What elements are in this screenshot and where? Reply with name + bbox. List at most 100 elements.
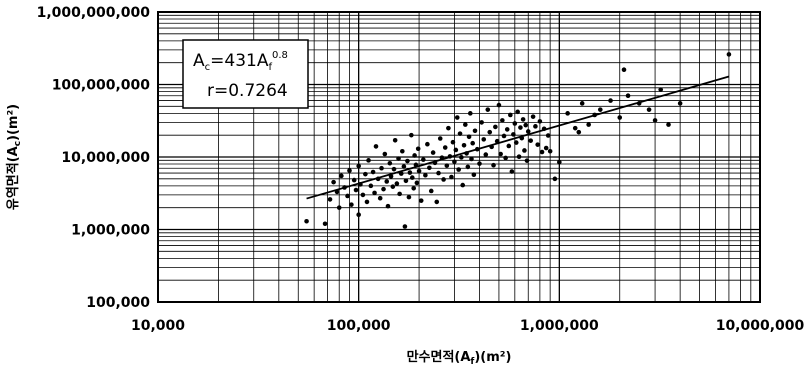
data-point [506, 143, 512, 149]
data-point [491, 162, 496, 168]
data-point [537, 119, 543, 124]
data-point [391, 166, 397, 172]
plot-frame [157, 11, 761, 303]
y-tick-label: 100,000,000 [52, 78, 151, 94]
data-point [425, 141, 430, 147]
eq-lhs: A [193, 51, 205, 71]
data-point [403, 178, 409, 184]
data-point [477, 161, 482, 166]
data-point [483, 152, 489, 157]
data-point [363, 171, 368, 177]
data-point [339, 173, 344, 179]
eq-exponent: 0.8 [272, 50, 288, 61]
data-point [379, 165, 384, 171]
data-point [625, 93, 631, 99]
data-point [658, 87, 664, 92]
data-point [411, 186, 416, 191]
data-point [368, 183, 374, 189]
data-point [572, 125, 578, 131]
data-point [416, 168, 422, 174]
data-point [327, 197, 333, 202]
data-point [405, 158, 410, 164]
data-point [356, 212, 361, 218]
data-point [520, 117, 526, 122]
data-point [485, 107, 491, 112]
x-tick-label: 100,000 [327, 318, 391, 334]
data-point [666, 122, 671, 127]
data-point [470, 140, 475, 146]
data-point [456, 167, 461, 172]
data-point [543, 145, 549, 151]
data-point [423, 172, 428, 178]
data-point [509, 169, 515, 174]
data-point [472, 128, 478, 134]
data-point [457, 131, 463, 136]
eq-rhs-sub: f [268, 62, 272, 73]
data-point [461, 143, 467, 148]
data-point [523, 122, 529, 128]
data-point [471, 172, 477, 177]
data-point [586, 122, 591, 127]
data-point [452, 159, 457, 165]
data-point [409, 132, 414, 138]
y-axis-label: 유역면적(Ac)(m²) [5, 104, 23, 210]
data-point [496, 102, 502, 108]
y-tick-label: 10,000,000 [61, 150, 150, 166]
data-points [304, 52, 732, 229]
data-point [372, 190, 377, 196]
data-point [421, 157, 426, 162]
data-point [597, 107, 603, 112]
data-point [621, 67, 627, 73]
data-point [552, 176, 558, 182]
data-point [427, 165, 432, 171]
data-point [356, 163, 361, 169]
data-point [347, 168, 352, 173]
data-point [345, 193, 350, 199]
data-point [530, 114, 536, 119]
data-point [518, 125, 523, 130]
data-point [392, 137, 398, 143]
svg-text:Ac=431Af0.8: Ac=431Af0.8 [193, 50, 288, 73]
data-point [545, 133, 551, 138]
data-point [617, 115, 623, 120]
data-point [331, 179, 336, 185]
data-point [434, 199, 440, 205]
eq-rhs: =431A [210, 51, 269, 71]
data-point [349, 202, 354, 207]
data-point [336, 205, 342, 210]
data-point [353, 187, 359, 193]
grid [157, 12, 760, 303]
data-point [373, 144, 379, 149]
data-point [364, 199, 370, 205]
data-point [508, 112, 513, 118]
data-point [528, 138, 534, 143]
data-point [460, 182, 466, 188]
data-point [322, 221, 328, 227]
data-point [394, 181, 400, 186]
data-point [524, 158, 530, 163]
x-axis-label: 만수면적(Af)(m²) [407, 349, 512, 367]
data-point [608, 98, 613, 103]
data-point [579, 101, 585, 106]
data-point [418, 198, 424, 203]
data-point [547, 148, 553, 154]
data-point [398, 171, 404, 176]
data-point [511, 132, 516, 137]
data-point [430, 150, 436, 155]
data-point [450, 139, 456, 145]
data-point [437, 136, 443, 141]
data-point [406, 194, 412, 200]
data-point [442, 145, 448, 150]
data-point [390, 184, 396, 189]
data-point [446, 125, 451, 131]
data-point [466, 134, 472, 140]
data-point [504, 127, 510, 132]
data-point [360, 192, 366, 198]
data-point [487, 129, 493, 135]
data-point [382, 151, 388, 157]
data-point [481, 137, 487, 142]
data-point [351, 177, 357, 183]
data-point [522, 148, 527, 153]
data-point [500, 118, 505, 123]
data-point [366, 158, 371, 163]
